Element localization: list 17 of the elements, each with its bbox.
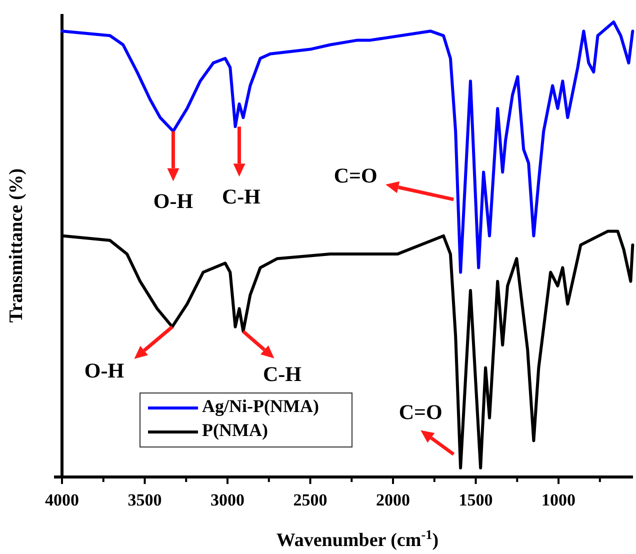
x-tick-label: 2500: [293, 490, 328, 510]
annotation: C-H: [262, 362, 302, 386]
x-tick-label: 3500: [128, 490, 162, 510]
x-axis-title: Wavenumber (cm$^{-1}$): [276, 526, 439, 551]
annotation: C=O: [334, 163, 378, 188]
annotation: C=O: [398, 400, 442, 424]
x-tick-label: 1000: [542, 490, 576, 510]
annotation: O-H: [84, 358, 124, 383]
annotation: O-H: [153, 189, 194, 214]
x-tick-label: 1500: [458, 490, 493, 510]
y-axis-title: Transmittance (%): [6, 168, 27, 323]
legend-label: Ag/Ni-P(NMA): [202, 396, 319, 416]
x-tick-label: 4000: [45, 490, 79, 510]
x-tick-label: 2000: [376, 490, 410, 510]
x-tick-label: 3000: [210, 490, 245, 510]
annotation: C-H: [222, 184, 261, 208]
legend-label: P(NMA): [202, 420, 268, 440]
